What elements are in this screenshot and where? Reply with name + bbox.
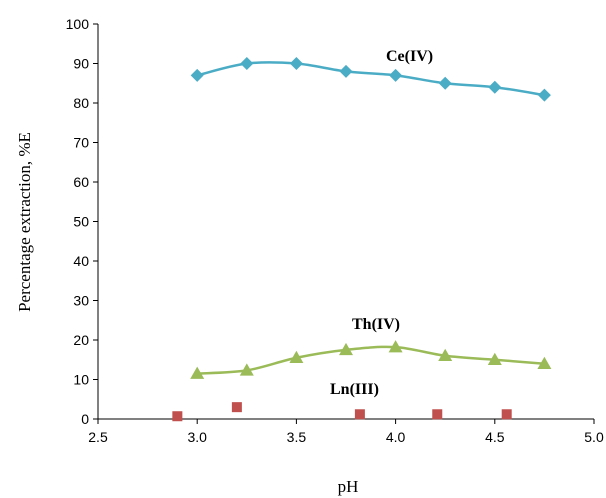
y-tick-label: 20 — [73, 332, 89, 348]
data-point-square — [432, 409, 443, 420]
data-point-square — [172, 411, 183, 422]
y-tick-label: 70 — [73, 135, 89, 151]
data-point-triangle — [190, 366, 205, 379]
series-2 — [172, 402, 512, 422]
data-point-triangle — [487, 352, 502, 365]
y-tick-label: 80 — [73, 95, 89, 111]
y-ticks: 0 10 20 30 40 50 60 70 80 90 100 — [66, 16, 98, 427]
y-tick-label: 90 — [73, 56, 89, 72]
data-point-diamond — [339, 64, 353, 78]
series-label-th: Th(IV) — [352, 316, 400, 333]
x-tick-label: 3.0 — [187, 429, 207, 445]
data-point-triangle — [537, 356, 552, 369]
y-tick-label: 0 — [81, 411, 89, 427]
data-point-square — [501, 409, 512, 420]
y-tick-label: 10 — [73, 372, 89, 388]
y-axis-title: Percentage extraction, %E — [15, 132, 34, 312]
series-layer — [172, 57, 552, 422]
series-line — [197, 345, 545, 375]
data-point-diamond — [289, 57, 303, 70]
y-tick-label: 60 — [73, 174, 89, 190]
x-tick-label: 5.0 — [584, 429, 604, 445]
data-point-square — [354, 409, 365, 420]
x-tick-label: 2.5 — [88, 429, 108, 445]
data-point-diamond — [389, 68, 403, 82]
data-point-triangle — [339, 342, 353, 356]
series-1 — [190, 340, 552, 379]
data-point-triangle — [388, 340, 403, 353]
series-0 — [190, 57, 551, 102]
series-label-ce: Ce(IV) — [386, 48, 433, 65]
y-tick-label: 50 — [73, 214, 89, 230]
y-tick-label: 100 — [66, 16, 90, 32]
y-tick-label: 40 — [73, 253, 89, 269]
data-point-square — [231, 402, 242, 413]
x-axis-title: pH — [338, 477, 359, 496]
data-point-diamond — [488, 80, 502, 94]
data-point-diamond — [190, 68, 204, 82]
data-point-triangle — [239, 363, 254, 376]
x-tick-label: 4.0 — [386, 429, 406, 445]
data-point-diamond — [537, 88, 551, 102]
x-tick-label: 3.5 — [287, 429, 307, 445]
y-tick-label: 30 — [73, 293, 89, 309]
chart-axes — [97, 24, 594, 420]
data-point-triangle — [438, 348, 453, 362]
x-ticks: 2.5 3.0 3.5 4.0 4.5 5.0 — [88, 419, 604, 445]
data-point-diamond — [438, 76, 452, 90]
x-tick-label: 4.5 — [485, 429, 505, 445]
series-label-ln: Ln(III) — [330, 381, 379, 398]
data-point-diamond — [240, 57, 254, 70]
data-point-triangle — [289, 350, 304, 364]
